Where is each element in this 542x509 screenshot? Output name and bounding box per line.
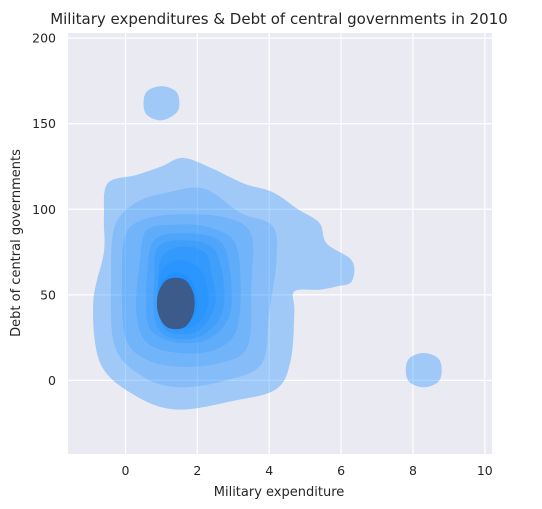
x-tick-label: 6 — [337, 463, 345, 478]
plot-background — [68, 33, 492, 454]
density-contours — [93, 86, 442, 410]
x-tick-label: 0 — [122, 463, 130, 478]
y-tick-label: 0 — [48, 373, 56, 388]
y-tick-label: 50 — [40, 287, 56, 302]
grid-lines — [68, 33, 492, 454]
x-tick-label: 8 — [409, 463, 417, 478]
contour-level-1-right-blob — [405, 353, 442, 388]
y-tick-label: 200 — [32, 31, 56, 46]
contour-level-1-main — [93, 157, 355, 410]
y-tick-label: 150 — [32, 116, 56, 131]
x-tick-label: 10 — [477, 463, 493, 478]
y-tick-label: 100 — [32, 202, 56, 217]
x-axis-label: Military expenditure — [214, 485, 345, 500]
x-tick-label: 4 — [265, 463, 273, 478]
y-axis-label: Debt of central governments — [9, 149, 24, 337]
chart-title: Military expenditures & Debt of central … — [50, 10, 508, 28]
contour-level-10-core — [156, 277, 195, 330]
contour-level-1-upper-blob — [143, 86, 180, 121]
x-tick-label: 2 — [193, 463, 201, 478]
